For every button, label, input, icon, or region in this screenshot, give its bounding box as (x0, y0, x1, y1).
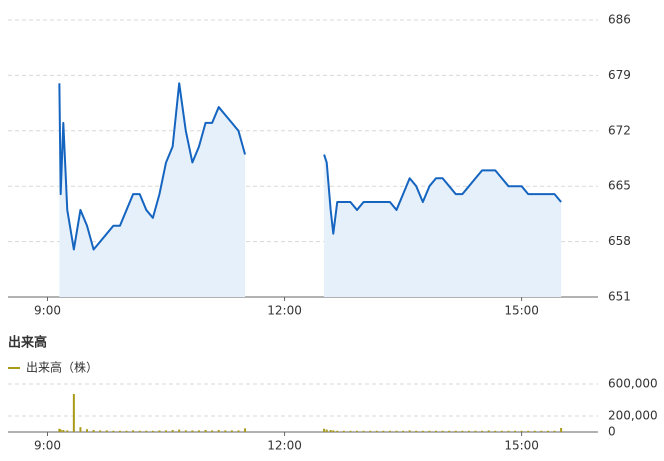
volume-bar (211, 430, 214, 432)
volume-bar (507, 430, 510, 432)
volume-bar (428, 430, 431, 432)
volume-bar (191, 430, 194, 432)
volume-bar (72, 394, 75, 432)
volume-bar (533, 430, 536, 432)
area (59, 83, 246, 297)
volume-bar (408, 430, 411, 432)
volume-bar (382, 430, 385, 432)
volume-bar (99, 430, 102, 432)
price-line (58, 82, 562, 251)
y-tick-label: 665 (608, 179, 631, 193)
volume-bar (125, 430, 128, 432)
volume-bar (540, 430, 543, 432)
volume-bar (118, 430, 121, 432)
volume-bar (59, 429, 62, 432)
volume-bar (448, 430, 451, 432)
volume-bar (230, 430, 233, 432)
volume-bar (66, 430, 69, 432)
volume-bar (494, 430, 497, 432)
volume-bar (388, 430, 391, 432)
y-tick-label: 679 (608, 68, 631, 82)
volume-bar (79, 427, 82, 432)
volume-bar (500, 430, 503, 432)
volume-bar (329, 430, 332, 432)
volume-bar (402, 430, 405, 432)
volume-bar (560, 428, 563, 432)
volume-bar (527, 430, 530, 432)
volume-bar (62, 430, 65, 432)
volume-bar (332, 430, 335, 432)
volume-bar (369, 430, 372, 432)
volume-bar (178, 429, 181, 432)
volume-bar (158, 430, 161, 432)
volume-bar (92, 430, 95, 432)
y-tick-label: 0 (608, 425, 616, 439)
volume-bar (325, 429, 328, 432)
x-tick-label: 9:00 (34, 304, 61, 318)
x-tick-label: 9:00 (34, 439, 61, 453)
x-tick-label: 15:00 (504, 304, 539, 318)
volume-bar (454, 430, 457, 432)
volume-bar (171, 430, 174, 432)
y-tick-label: 658 (608, 234, 631, 248)
volume-bar (435, 430, 438, 432)
volume-bar (224, 430, 227, 432)
volume-bar (349, 430, 352, 432)
volume-bar (467, 430, 470, 432)
y-tick-label: 651 (608, 290, 631, 304)
y-tick-label: 200,000 (608, 409, 658, 423)
volume-bar (342, 430, 345, 432)
volume-bar (481, 430, 484, 432)
x-tick-label: 12:00 (267, 439, 302, 453)
volume-bar (520, 430, 523, 432)
x-tick-label: 12:00 (267, 304, 302, 318)
volume-bar (217, 430, 220, 432)
x-tick-label: 15:00 (504, 439, 539, 453)
volume-bar (197, 430, 200, 432)
volume-bar (145, 430, 148, 432)
volume-title: 出来高 (8, 335, 47, 351)
volume-bar (461, 430, 464, 432)
volume-bar (474, 430, 477, 432)
volume-bar (355, 430, 358, 432)
volume-bar (132, 430, 135, 432)
volume-bar (244, 428, 247, 432)
legend-label: 出来高（株） (26, 360, 98, 375)
volume-bar (184, 430, 187, 432)
y-tick-label: 672 (608, 123, 631, 137)
volume-bar (375, 430, 378, 432)
volume-bar (487, 430, 490, 432)
volume-bar (323, 428, 326, 432)
volume-bar (441, 430, 444, 432)
volume-bar (112, 430, 115, 432)
volume-bar (237, 430, 240, 432)
volume-bar (86, 429, 89, 432)
volume-bar (165, 430, 168, 432)
volume-bar (336, 430, 339, 432)
volume-bar (105, 430, 108, 432)
volume-bar (138, 430, 141, 432)
volume-bar (362, 430, 365, 432)
volume-bar (553, 430, 556, 432)
area (324, 154, 562, 297)
volume-bar (395, 430, 398, 432)
volume-bar (546, 430, 549, 432)
volume-bar (151, 430, 154, 432)
volume-bar (415, 430, 418, 432)
y-tick-label: 686 (608, 13, 631, 27)
volume-bar (204, 430, 207, 432)
volume-bar (58, 428, 61, 432)
volume-bar (421, 430, 424, 432)
volume-bar (514, 430, 517, 432)
y-tick-label: 600,000 (608, 377, 658, 391)
